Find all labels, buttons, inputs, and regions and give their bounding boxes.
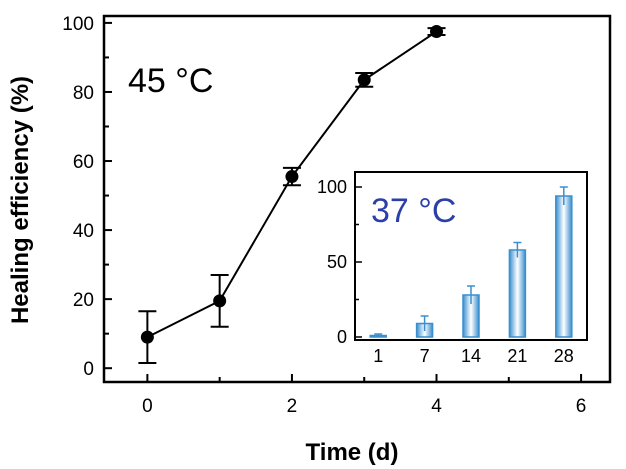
main-y-tick-label: 20 (73, 290, 94, 311)
inset-y-tick-label: 50 (327, 252, 347, 272)
main-x-tick-label: 4 (431, 396, 442, 417)
main-y-tick-label: 60 (73, 152, 94, 173)
inset-x-tick-label: 28 (554, 346, 574, 366)
inset-y-tick-label: 100 (317, 177, 347, 197)
inset-bars (369, 195, 573, 338)
main-x-ticks (146, 374, 583, 382)
main-data-point (213, 294, 227, 308)
inset-x-tick-label: 7 (420, 346, 430, 366)
main-x-axis-title: Time (d) (306, 439, 399, 466)
main-plot-frame (102, 14, 612, 384)
inset-x-tick-labels: 1 7 14 21 28 (373, 346, 574, 366)
main-y-tick-label: 40 (73, 221, 94, 242)
inset-bar (555, 195, 573, 338)
main-y-tick-label: 100 (62, 14, 94, 35)
main-y-tick-labels: 0 20 40 60 80 100 (62, 14, 94, 380)
inset-x-tick-label: 1 (373, 346, 383, 366)
main-annotation: 45 °C (128, 62, 213, 100)
main-x-tick-label: 2 (287, 396, 298, 417)
main-data-point (285, 170, 299, 184)
main-y-tick-label: 80 (73, 83, 94, 104)
main-chart: 0 20 40 60 80 100 0 2 4 6 45 °C Time (d) Healing… (7, 14, 612, 466)
main-x-tick-labels: 0 2 4 6 (142, 396, 586, 417)
main-data-point (357, 73, 371, 87)
inset-x-tick-label: 21 (507, 346, 527, 366)
inset-annotation: 37 °C (371, 192, 456, 230)
inset-x-tick-label: 14 (461, 346, 481, 366)
main-data-point (140, 330, 154, 344)
main-data-points (140, 25, 444, 344)
main-y-axis-title: Healing efficiency (%) (7, 76, 34, 324)
inset-chart: 0 50 100 1 7 14 21 28 37 °C (317, 171, 588, 366)
inset-error-bars (374, 186, 568, 337)
main-y-tick-label: 0 (83, 359, 94, 380)
main-data-point (430, 25, 444, 39)
inset-y-tick-label: 0 (337, 327, 347, 347)
main-y-ticks (104, 21, 112, 370)
inset-y-ticks (355, 186, 362, 338)
inset-bar (508, 249, 527, 338)
main-x-tick-label: 6 (576, 396, 587, 417)
inset-y-tick-labels: 0 50 100 (317, 177, 347, 347)
main-x-tick-label: 0 (142, 396, 153, 417)
